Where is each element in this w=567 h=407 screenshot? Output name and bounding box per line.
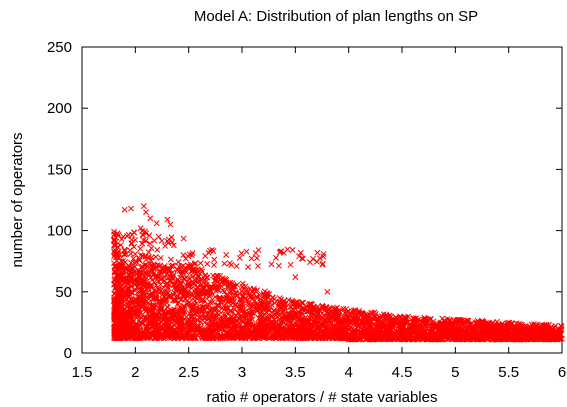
data-point bbox=[254, 255, 260, 262]
data-point bbox=[226, 260, 233, 267]
y-axis-label: number of operators bbox=[9, 132, 26, 267]
x-tick-label: 4 bbox=[344, 364, 352, 381]
data-point bbox=[157, 262, 163, 269]
x-tick-label: 2 bbox=[131, 364, 139, 381]
data-point bbox=[132, 236, 139, 243]
data-point bbox=[175, 259, 182, 265]
x-tick-label: 3.5 bbox=[285, 364, 306, 381]
data-point bbox=[210, 261, 217, 268]
data-point bbox=[130, 229, 137, 236]
data-point bbox=[143, 261, 149, 268]
plot-area: 1.5 2 2.5 3 3.5 4 4.5 5 5.5 6 0 50 100 150 200 250 bbox=[47, 39, 566, 381]
data-point bbox=[212, 294, 219, 300]
y-tick-label: 150 bbox=[47, 161, 72, 178]
data-point bbox=[255, 263, 261, 270]
y-tick-label: 0 bbox=[64, 345, 72, 362]
data-point bbox=[245, 264, 252, 270]
data-point bbox=[167, 256, 174, 263]
data-point bbox=[153, 220, 160, 227]
data-point bbox=[180, 262, 187, 269]
y-tick-label: 250 bbox=[47, 39, 72, 56]
x-axis-label: ratio # operators / # state variables bbox=[207, 389, 438, 406]
data-point bbox=[197, 260, 204, 267]
data-point bbox=[324, 288, 331, 295]
data-point bbox=[310, 255, 316, 262]
data-point bbox=[289, 247, 296, 253]
data-point bbox=[233, 263, 240, 270]
data-point bbox=[151, 237, 158, 244]
data-point bbox=[180, 252, 187, 259]
data-point bbox=[238, 250, 245, 257]
y-tick-label: 100 bbox=[47, 223, 72, 240]
chart-title: Model A: Distribution of plan lengths on… bbox=[194, 8, 478, 25]
data-point bbox=[167, 221, 174, 228]
data-point bbox=[128, 205, 135, 212]
data-point bbox=[272, 254, 279, 261]
data-point bbox=[221, 260, 228, 267]
data-point bbox=[170, 242, 177, 249]
data-point bbox=[137, 225, 144, 232]
data-point bbox=[147, 274, 154, 281]
x-tick-label: 2.5 bbox=[178, 364, 199, 381]
data-point bbox=[180, 235, 187, 242]
data-point bbox=[284, 246, 291, 253]
y-tick-label: 200 bbox=[47, 100, 72, 117]
data-point bbox=[252, 250, 259, 257]
data-point bbox=[152, 253, 159, 260]
data-point bbox=[143, 209, 149, 216]
x-tick-label: 5 bbox=[451, 364, 459, 381]
x-tick-label: 6 bbox=[558, 364, 566, 381]
data-point bbox=[164, 304, 171, 311]
x-tick-label: 3 bbox=[238, 364, 246, 381]
data-point bbox=[248, 255, 255, 262]
data-point bbox=[137, 252, 144, 259]
data-point bbox=[168, 234, 175, 241]
data-point bbox=[204, 260, 211, 267]
data-point bbox=[211, 256, 218, 263]
data-point bbox=[287, 261, 294, 268]
data-point bbox=[127, 250, 134, 257]
data-point bbox=[292, 274, 299, 281]
data-point bbox=[268, 261, 275, 268]
data-point bbox=[125, 231, 132, 238]
data-point bbox=[140, 203, 147, 210]
data-point bbox=[158, 237, 165, 244]
data-point bbox=[147, 215, 154, 222]
data-point bbox=[121, 206, 128, 213]
data-point bbox=[154, 246, 161, 253]
data-point bbox=[314, 249, 321, 256]
x-tick-label: 4.5 bbox=[392, 364, 413, 381]
data-points bbox=[111, 203, 565, 343]
data-point bbox=[157, 254, 164, 261]
x-tick-label: 5.5 bbox=[498, 364, 519, 381]
data-point bbox=[243, 248, 250, 255]
plot-frame bbox=[81, 46, 563, 354]
y-tick-label: 50 bbox=[55, 284, 72, 301]
data-point bbox=[223, 251, 230, 258]
data-point bbox=[275, 262, 282, 269]
data-point bbox=[236, 255, 243, 261]
data-point bbox=[137, 245, 144, 252]
x-tick-label: 1.5 bbox=[72, 364, 93, 381]
data-point bbox=[164, 216, 171, 223]
data-point bbox=[313, 258, 320, 265]
data-point bbox=[118, 236, 125, 243]
data-point bbox=[182, 255, 189, 262]
